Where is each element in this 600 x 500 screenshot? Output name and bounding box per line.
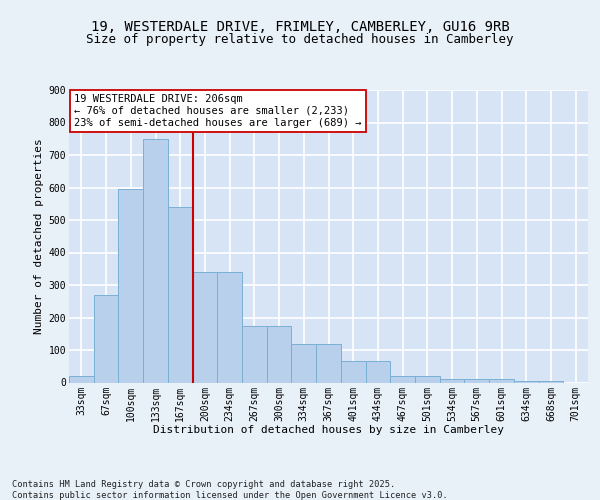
Bar: [267, 326, 292, 382]
Bar: [415, 376, 440, 382]
Bar: [316, 344, 341, 382]
Bar: [341, 362, 365, 382]
Bar: [168, 207, 193, 382]
Text: Size of property relative to detached houses in Camberley: Size of property relative to detached ho…: [86, 32, 514, 46]
Bar: [69, 376, 94, 382]
Bar: [464, 379, 489, 382]
Bar: [440, 379, 464, 382]
Bar: [514, 381, 539, 382]
Y-axis label: Number of detached properties: Number of detached properties: [34, 138, 44, 334]
Bar: [217, 272, 242, 382]
Bar: [193, 272, 217, 382]
Bar: [292, 344, 316, 382]
Bar: [94, 294, 118, 382]
Text: 19 WESTERDALE DRIVE: 206sqm
← 76% of detached houses are smaller (2,233)
23% of : 19 WESTERDALE DRIVE: 206sqm ← 76% of det…: [74, 94, 362, 128]
Bar: [143, 138, 168, 382]
Bar: [390, 376, 415, 382]
Bar: [489, 379, 514, 382]
Bar: [539, 381, 563, 382]
X-axis label: Distribution of detached houses by size in Camberley: Distribution of detached houses by size …: [153, 424, 504, 434]
Bar: [365, 362, 390, 382]
Bar: [118, 189, 143, 382]
Text: Contains HM Land Registry data © Crown copyright and database right 2025.
Contai: Contains HM Land Registry data © Crown c…: [12, 480, 448, 500]
Bar: [242, 326, 267, 382]
Text: 19, WESTERDALE DRIVE, FRIMLEY, CAMBERLEY, GU16 9RB: 19, WESTERDALE DRIVE, FRIMLEY, CAMBERLEY…: [91, 20, 509, 34]
